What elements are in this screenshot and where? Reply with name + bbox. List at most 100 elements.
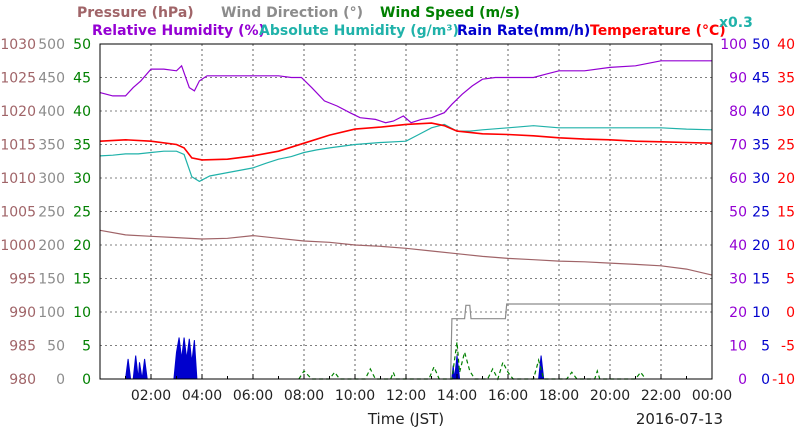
left-tick-pressure: 1025	[0, 71, 36, 87]
left-tick-wind_dir: 50	[47, 339, 65, 355]
right-tick-rain_ah: 30	[752, 171, 770, 187]
date-label: 2016-07-13	[636, 410, 723, 428]
left-tick-pressure: 1000	[0, 238, 36, 254]
legend-temperature: Temperature (°C)	[590, 23, 726, 39]
left-tick-wind_speed: 25	[73, 205, 91, 221]
right-tick-rh: 40	[729, 238, 747, 254]
x-tick-label: 04:00	[182, 388, 222, 404]
x-axis: 02:00 04:00 06:00 08:00 10:00 12:00 14:00 16:00…	[125, 374, 732, 404]
left-tick-pressure: 985	[9, 339, 36, 355]
left-tick-wind_dir: 250	[38, 205, 65, 221]
right-tick-rh: 100	[720, 37, 747, 53]
left-tick-pressure: 990	[9, 305, 36, 321]
left-tick-wind_speed: 20	[73, 238, 91, 254]
left-tick-wind_dir: 0	[56, 372, 65, 388]
left-tick-wind_speed: 15	[73, 272, 91, 288]
right-tick-rh: 20	[729, 305, 747, 321]
left-tick-wind_speed: 0	[82, 372, 91, 388]
right-tick-temp: 20	[777, 171, 795, 187]
right-tick-rain_ah: 15	[752, 272, 770, 288]
right-tick-rh: 0	[738, 372, 747, 388]
legend-relative-humidity: Relative Humidity (%)	[92, 23, 265, 39]
left-tick-pressure: 980	[9, 372, 36, 388]
x-tick-label: 18:00	[539, 388, 579, 404]
left-tick-wind_dir: 350	[38, 138, 65, 154]
left-tick-wind_speed: 5	[82, 339, 91, 355]
right-tick-rain_ah: 25	[752, 205, 770, 221]
right-tick-rain_ah: 10	[752, 305, 770, 321]
right-tick-rh: 10	[729, 339, 747, 355]
right-tick-temp: 10	[777, 238, 795, 254]
left-tick-wind_speed: 40	[73, 104, 91, 120]
series-ah	[99, 123, 713, 183]
legend-absolute-humidity: Absolute Humidity (g/m³)	[259, 23, 459, 39]
series-rain	[124, 337, 545, 380]
x-tick-label: 02:00	[131, 388, 171, 404]
left-tick-pressure: 1030	[0, 37, 36, 53]
right-tick-rain_ah: 0	[761, 372, 770, 388]
series-pressure	[99, 229, 713, 276]
series-wind-dir	[450, 303, 712, 380]
right-tick-rain_ah: 35	[752, 138, 770, 154]
left-tick-wind_dir: 200	[38, 238, 65, 254]
right-tick-rain_ah: 20	[752, 238, 770, 254]
legend-pressure: Pressure (hPa)	[77, 5, 194, 21]
legend-rain-rate: Rain Rate(mm/h)	[457, 23, 590, 39]
x-tick-label: 22:00	[641, 388, 681, 404]
left-tick-pressure: 1010	[0, 171, 36, 187]
x-tick-label: 06:00	[233, 388, 273, 404]
left-tick-pressure: 995	[9, 272, 36, 288]
x-tick-label: 08:00	[284, 388, 324, 404]
left-tick-pressure: 1005	[0, 205, 36, 221]
left-tick-wind_dir: 150	[38, 272, 65, 288]
left-tick-wind_dir: 450	[38, 71, 65, 87]
x-tick-label: 20:00	[590, 388, 630, 404]
left-tick-pressure: 1020	[0, 104, 36, 120]
left-tick-wind_dir: 100	[38, 305, 65, 321]
series-temp	[99, 122, 713, 161]
right-tick-temp: -5	[781, 339, 795, 355]
series-layer	[99, 60, 713, 381]
right-tick-temp: 15	[777, 205, 795, 221]
legend-wind-direction: Wind Direction (°)	[221, 5, 363, 21]
right-tick-rain_ah: 45	[752, 71, 770, 87]
right-tick-temp: 25	[777, 138, 795, 154]
right-tick-rain_ah: 40	[752, 104, 770, 120]
left-tick-wind_speed: 35	[73, 138, 91, 154]
x-tick-label: 00:00	[692, 388, 732, 404]
x-axis-title: Time (JST)	[367, 410, 444, 428]
left-tick-wind_dir: 400	[38, 104, 65, 120]
right-tick-rh: 50	[729, 205, 747, 221]
right-tick-rain_ah: 5	[761, 339, 770, 355]
right-tick-temp: 0	[786, 305, 795, 321]
series-wind-speed	[298, 342, 647, 381]
right-tick-temp: 5	[786, 272, 795, 288]
series-rh	[99, 60, 712, 124]
right-tick-temp: -10	[772, 372, 795, 388]
right-tick-rh: 90	[729, 71, 747, 87]
right-axes: 1009080706050403020100504540353025201510…	[720, 37, 795, 388]
left-tick-wind_speed: 30	[73, 171, 91, 187]
left-axes: 1030102510201015101010051000995990985980…	[0, 37, 91, 388]
right-tick-rh: 70	[729, 138, 747, 154]
left-tick-pressure: 1015	[0, 138, 36, 154]
right-tick-rain_ah: 50	[752, 37, 770, 53]
right-tick-temp: 35	[777, 71, 795, 87]
left-tick-wind_speed: 50	[73, 37, 91, 53]
right-tick-temp: 40	[777, 37, 795, 53]
right-tick-rh: 30	[729, 272, 747, 288]
x-tick-label: 10:00	[335, 388, 375, 404]
right-tick-rh: 60	[729, 171, 747, 187]
x-tick-label: 16:00	[488, 388, 528, 404]
legend-wind-speed: Wind Speed (m/s)	[380, 5, 520, 21]
left-tick-wind_speed: 45	[73, 71, 91, 87]
left-tick-wind_dir: 500	[38, 37, 65, 53]
legend-scale-factor: x0.3	[719, 15, 753, 31]
left-tick-wind_dir: 300	[38, 171, 65, 187]
x-tick-label: 14:00	[437, 388, 477, 404]
x-tick-label: 12:00	[386, 388, 426, 404]
right-tick-temp: 30	[777, 104, 795, 120]
left-tick-wind_speed: 10	[73, 305, 91, 321]
